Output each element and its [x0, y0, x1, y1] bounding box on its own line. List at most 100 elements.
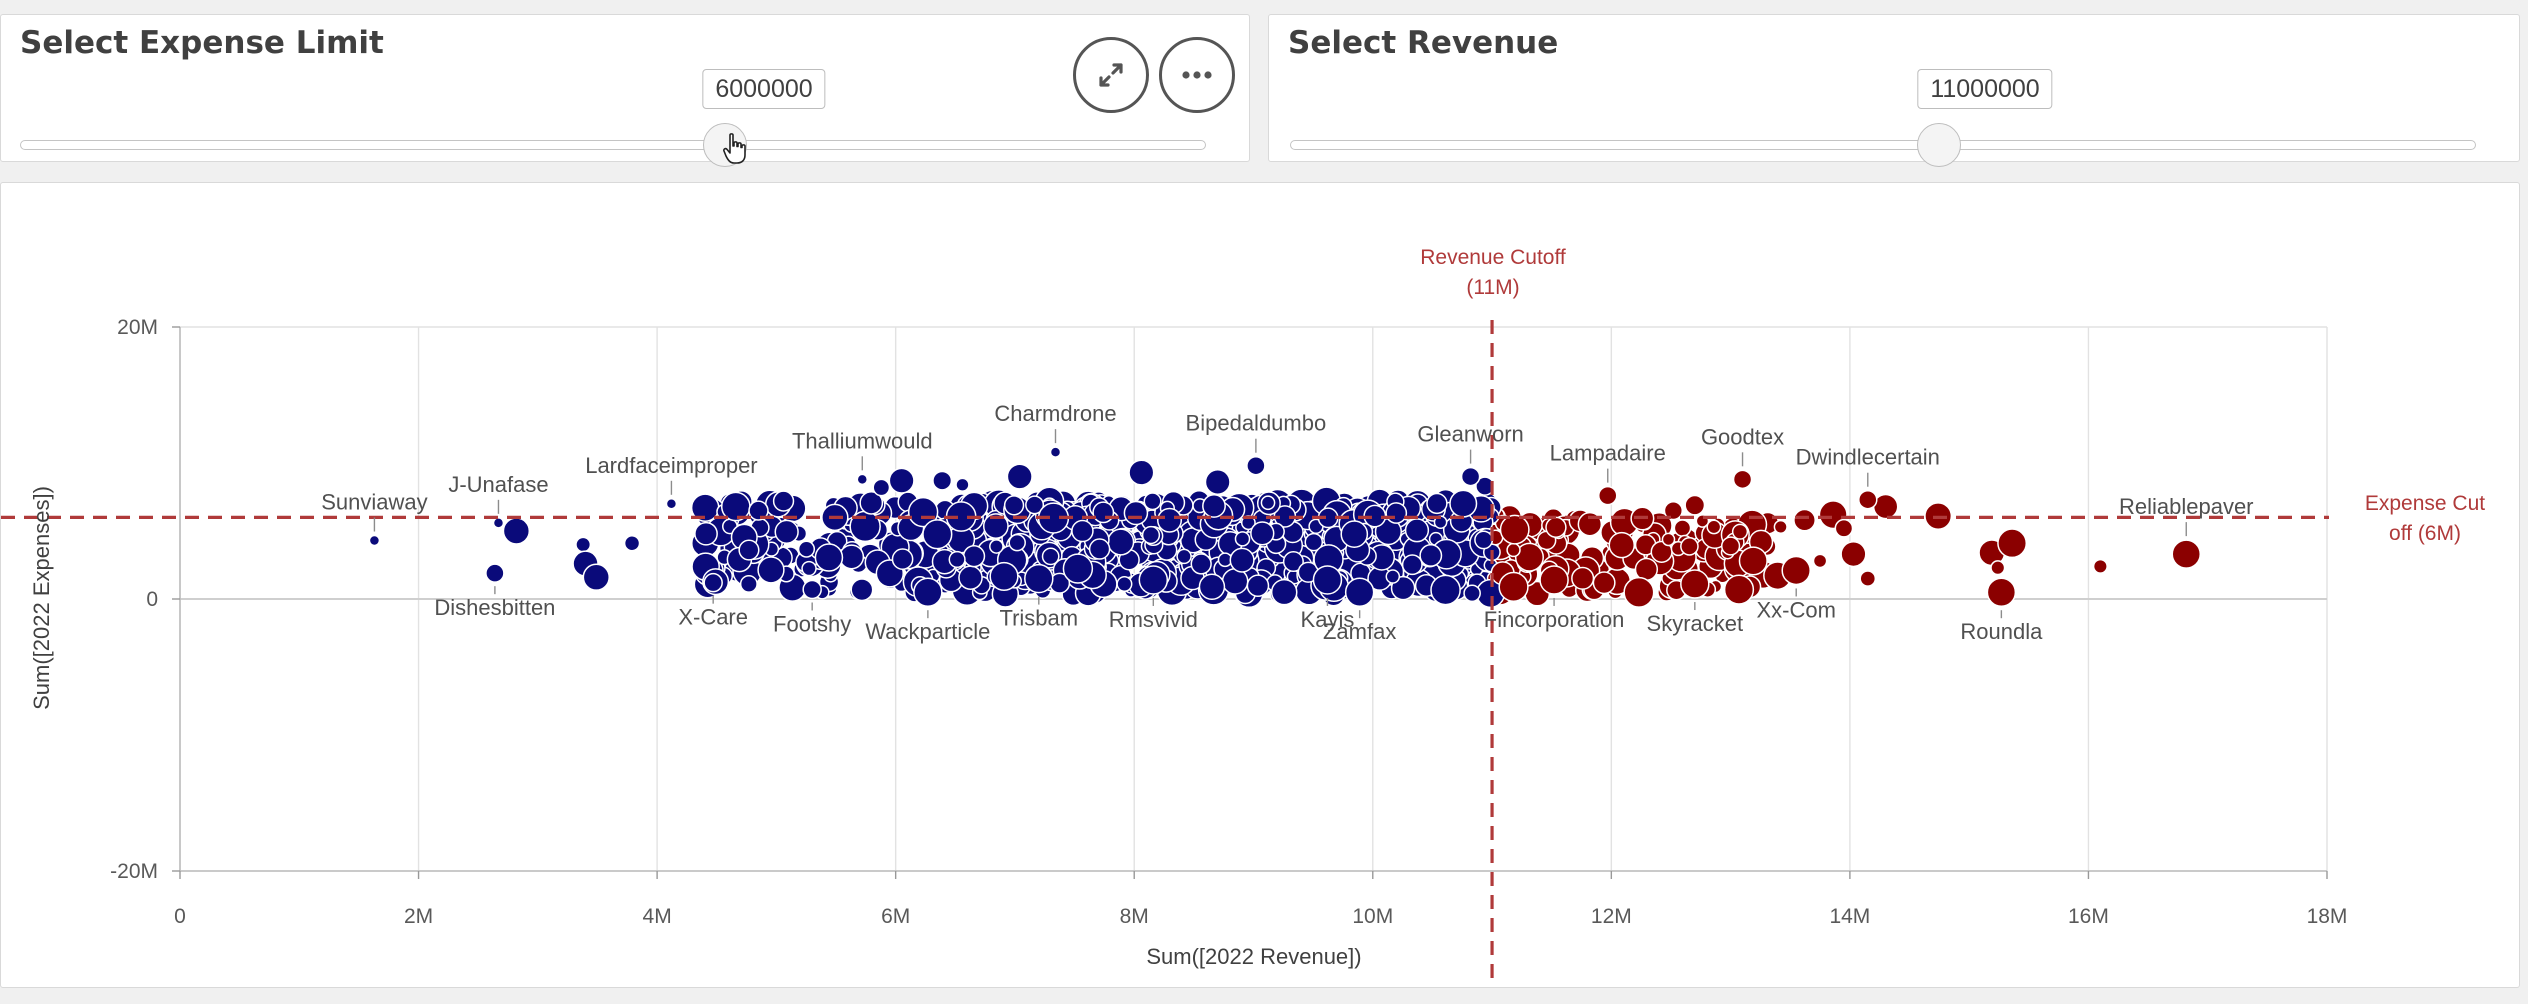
- data-point[interactable]: [989, 561, 1019, 591]
- data-point[interactable]: [1202, 494, 1226, 518]
- data-point[interactable]: [1390, 575, 1416, 601]
- data-point-xx-com[interactable]: [1781, 555, 1811, 586]
- data-point[interactable]: [502, 517, 531, 545]
- data-point[interactable]: [739, 574, 758, 593]
- data-point-reliablepaver[interactable]: [2171, 539, 2202, 569]
- data-point[interactable]: [1738, 546, 1768, 576]
- data-point[interactable]: [948, 550, 966, 569]
- data-point-zamfax[interactable]: [1344, 577, 1375, 607]
- data-point[interactable]: [1385, 502, 1408, 524]
- data-point-thalliumwould[interactable]: [856, 473, 869, 486]
- data-point[interactable]: [958, 565, 983, 590]
- data-point[interactable]: [1571, 566, 1595, 590]
- data-point[interactable]: [1463, 584, 1481, 603]
- data-point[interactable]: [1062, 553, 1094, 584]
- data-point-lampadaire[interactable]: [1598, 485, 1618, 506]
- data-point[interactable]: [1419, 544, 1443, 567]
- data-point[interactable]: [1997, 528, 2028, 559]
- data-point[interactable]: [1773, 519, 1788, 534]
- data-point[interactable]: [1449, 489, 1478, 518]
- data-point[interactable]: [907, 496, 939, 528]
- data-point[interactable]: [1107, 528, 1135, 556]
- data-point[interactable]: [1498, 571, 1529, 602]
- data-point[interactable]: [922, 519, 953, 550]
- revenue-value[interactable]: 11000000: [1917, 69, 2053, 109]
- data-point[interactable]: [1229, 547, 1255, 573]
- data-point[interactable]: [1990, 560, 2006, 576]
- data-point[interactable]: [1270, 578, 1298, 606]
- data-point[interactable]: [1156, 507, 1183, 533]
- data-point[interactable]: [1092, 501, 1115, 524]
- expand-button[interactable]: [1073, 37, 1149, 113]
- data-point[interactable]: [1475, 476, 1495, 496]
- data-point[interactable]: [962, 545, 986, 568]
- data-point[interactable]: [1071, 519, 1094, 543]
- expense-limit-value[interactable]: 6000000: [702, 69, 826, 109]
- data-point[interactable]: [1003, 495, 1025, 516]
- data-point[interactable]: [839, 544, 865, 570]
- data-point[interactable]: [1123, 500, 1149, 526]
- revenue-slider-track[interactable]: [1290, 140, 2476, 150]
- data-point[interactable]: [1793, 508, 1816, 532]
- data-point-goodtex[interactable]: [1732, 469, 1753, 490]
- data-point[interactable]: [1499, 514, 1530, 545]
- data-point[interactable]: [1840, 541, 1867, 568]
- data-point[interactable]: [1834, 518, 1854, 538]
- data-point[interactable]: [1385, 569, 1401, 584]
- data-point-roundla[interactable]: [1986, 577, 2017, 607]
- data-point-dwindlecertain[interactable]: [1858, 489, 1878, 510]
- data-point[interactable]: [1128, 459, 1155, 486]
- data-point[interactable]: [1250, 521, 1275, 546]
- data-point-lardfaceimproper[interactable]: [665, 498, 678, 510]
- data-point[interactable]: [797, 540, 816, 558]
- data-point-j-unafase[interactable]: [492, 517, 505, 529]
- data-point[interactable]: [748, 500, 769, 521]
- data-point[interactable]: [1474, 530, 1494, 550]
- data-point[interactable]: [1041, 547, 1060, 566]
- data-point[interactable]: [801, 560, 817, 577]
- data-point-rmsvivid[interactable]: [1138, 565, 1169, 595]
- data-point[interactable]: [623, 535, 641, 552]
- data-point[interactable]: [1720, 536, 1741, 556]
- data-point[interactable]: [774, 519, 799, 544]
- data-point[interactable]: [1198, 573, 1226, 601]
- data-point[interactable]: [1190, 553, 1212, 575]
- data-point[interactable]: [1143, 492, 1162, 511]
- data-point[interactable]: [1673, 519, 1692, 537]
- data-point[interactable]: [772, 490, 795, 512]
- data-point[interactable]: [814, 543, 844, 572]
- data-point[interactable]: [1514, 542, 1544, 572]
- data-point[interactable]: [1260, 495, 1276, 511]
- data-point[interactable]: [1088, 538, 1111, 560]
- data-point[interactable]: [1340, 520, 1369, 548]
- data-point[interactable]: [1176, 548, 1192, 565]
- data-point-x-care[interactable]: [703, 572, 723, 593]
- data-point[interactable]: [1430, 574, 1461, 606]
- data-point[interactable]: [989, 539, 1004, 554]
- more-options-button[interactable]: [1159, 37, 1235, 113]
- data-point[interactable]: [1661, 532, 1676, 547]
- expense-limit-slider-track[interactable]: [20, 140, 1206, 150]
- data-point[interactable]: [888, 467, 915, 494]
- data-point[interactable]: [1204, 469, 1231, 496]
- data-point[interactable]: [1116, 576, 1133, 593]
- data-point[interactable]: [1141, 525, 1161, 545]
- data-point[interactable]: [757, 556, 785, 584]
- data-point[interactable]: [955, 477, 970, 492]
- data-point[interactable]: [1545, 516, 1567, 539]
- data-point[interactable]: [859, 490, 884, 515]
- data-points[interactable]: [368, 446, 2202, 609]
- data-point[interactable]: [582, 563, 610, 591]
- data-point-trisbam[interactable]: [1024, 563, 1054, 594]
- data-point[interactable]: [694, 521, 718, 546]
- data-point[interactable]: [1680, 537, 1699, 556]
- data-point[interactable]: [1426, 492, 1448, 515]
- data-point-footshy[interactable]: [802, 579, 822, 600]
- data-point-charmdrone[interactable]: [1049, 446, 1062, 458]
- data-point[interactable]: [932, 470, 953, 491]
- data-point[interactable]: [1731, 523, 1749, 540]
- data-point[interactable]: [1006, 463, 1033, 490]
- data-point[interactable]: [575, 536, 592, 553]
- data-point-skyracket[interactable]: [1680, 569, 1710, 599]
- data-point[interactable]: [1812, 553, 1828, 569]
